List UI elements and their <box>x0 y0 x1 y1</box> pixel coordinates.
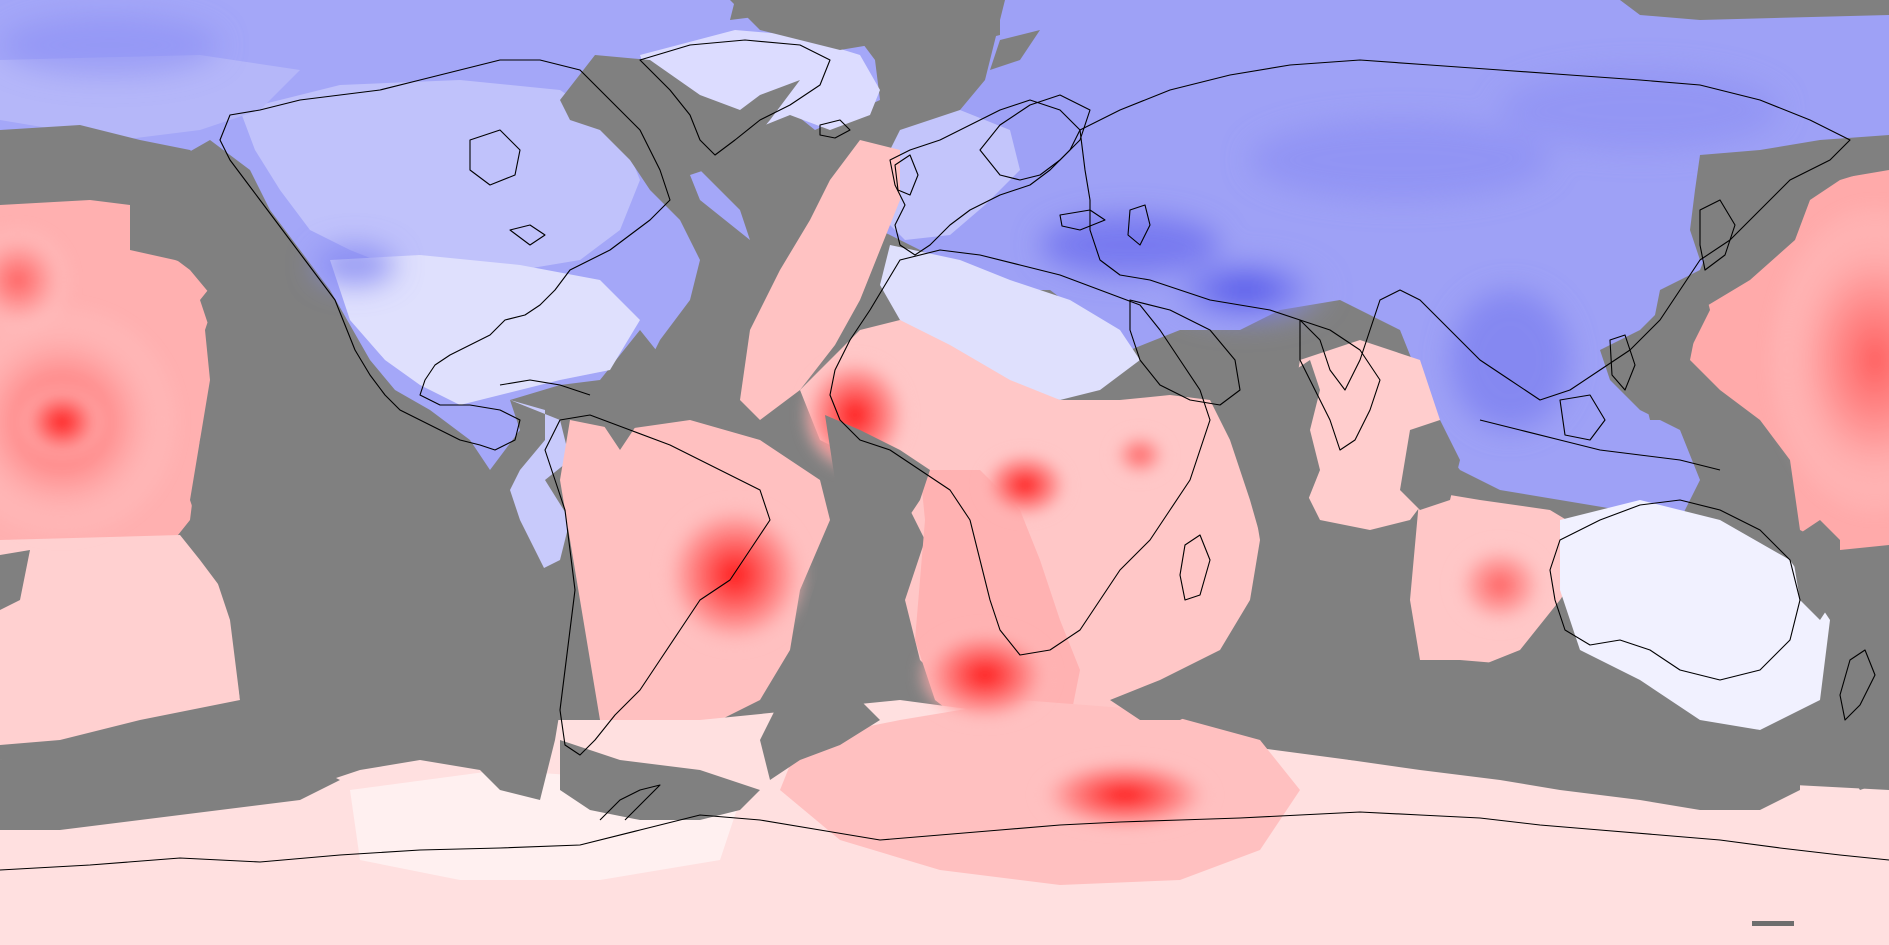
cold-region-bering <box>0 55 300 140</box>
cold-core-himalaya-west <box>1040 215 1220 275</box>
no-data-mid-atlantic-north <box>560 55 800 450</box>
hot-core-indian <box>1450 540 1550 630</box>
coastlines <box>0 39 1889 871</box>
coast-iceland <box>819 119 851 139</box>
cold-region-europe <box>870 110 1020 240</box>
coast-north-america <box>219 59 671 451</box>
coast-madagascar <box>1179 534 1211 601</box>
warm-anomaly-cores <box>0 200 1889 833</box>
no-data-south-pacific-edge <box>0 550 30 610</box>
warm-region-north-atlantic <box>740 140 900 420</box>
coast-europe <box>889 99 1081 256</box>
no-data-sw-pacific <box>0 720 340 830</box>
no-data-tasman <box>1790 520 1840 620</box>
coast-antarctic-peninsula <box>599 784 661 821</box>
coast-great-lakes <box>509 224 546 246</box>
hot-core-east-africa <box>1110 430 1170 480</box>
no-data-south-indian <box>1260 650 1800 810</box>
no-data-bay-of-bengal <box>1400 420 1460 510</box>
cold-region-canada-light <box>240 80 640 270</box>
coast-indonesia <box>1479 419 1721 471</box>
cold-core-arctic-w <box>0 15 220 75</box>
coast-antarctica <box>0 811 1889 871</box>
hot-core-pacific-west <box>1765 200 1889 520</box>
coast-greenland <box>639 39 831 156</box>
coast-arabia <box>1129 299 1241 406</box>
no-data-mid-atlantic-south <box>760 415 930 780</box>
no-data-south-atlantic-low <box>560 740 760 820</box>
no-data-arabian-sea <box>1110 360 1330 720</box>
cold-anomaly-cores <box>0 15 1780 430</box>
coast-new-zealand <box>1839 649 1876 721</box>
no-data-barents <box>990 30 1040 70</box>
no-data-northwest-pacific <box>1690 135 1889 260</box>
hot-core-south-atlantic <box>915 625 1055 725</box>
coast-australia <box>1549 499 1801 681</box>
cold-core-east-siberia <box>1500 70 1780 150</box>
coast-black-sea <box>1059 209 1106 231</box>
hot-core-pacific-east-center <box>16 382 108 462</box>
hot-core-congo <box>980 450 1070 520</box>
cold-core-siberia <box>1250 120 1550 200</box>
coast-uk <box>894 154 919 196</box>
coast-caribbean <box>499 379 591 396</box>
coast-philippines <box>1609 334 1636 391</box>
coast-india <box>1299 319 1381 451</box>
coast-scandinavia <box>979 94 1091 181</box>
coast-south-america <box>544 414 771 756</box>
neutral-region-australia <box>1560 500 1830 730</box>
coast-borneo <box>1559 394 1606 441</box>
coast-hudson-bay <box>469 129 521 186</box>
no-data-arctic-top-right <box>1620 0 1889 20</box>
warm-region-east-pacific-south <box>0 535 240 745</box>
cold-core-rockies <box>315 245 395 285</box>
no-data-arctic-top <box>730 0 1000 50</box>
no-data-mask <box>0 0 1889 830</box>
no-data-north-pacific <box>0 125 565 800</box>
coast-caspian <box>1127 204 1151 246</box>
hot-core-pacific-north <box>0 225 73 335</box>
hot-core-brazil <box>660 500 810 650</box>
cold-region-us-light <box>330 255 640 405</box>
no-data-west-pacific <box>1640 270 1710 420</box>
cold-core-se-asia <box>1450 290 1570 430</box>
coast-japan <box>1699 199 1736 271</box>
coast-africa <box>829 249 1211 656</box>
neutral-region-mideast <box>880 245 1140 400</box>
hot-core-southern-ocean <box>1035 757 1215 833</box>
cold-core-tibet <box>1160 256 1330 324</box>
coast-asia <box>1079 59 1851 401</box>
scale-bar <box>1752 921 1794 926</box>
